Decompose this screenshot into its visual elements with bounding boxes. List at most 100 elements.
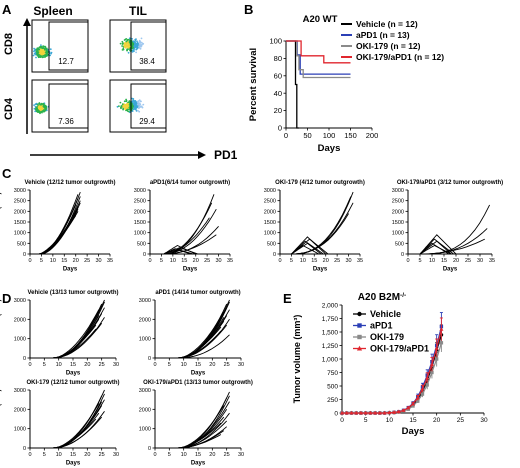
chart-title: A20 WT xyxy=(303,14,338,25)
y-tick-label: 2000 xyxy=(134,209,146,215)
data-point-square xyxy=(416,399,420,403)
flow-event-dot xyxy=(34,105,37,108)
spider-plot-d-vehicle: Vehicle (13/13 tumor outgrowth) 0 5 10 15 20 2… xyxy=(0,290,119,377)
gate-box xyxy=(130,83,167,129)
y-tick-label: 0 xyxy=(401,252,404,258)
y-tick-label: 40 xyxy=(274,89,282,98)
flow-event-dot xyxy=(125,100,128,103)
flow-event-dot xyxy=(116,105,119,108)
x-axis-label: Days xyxy=(191,371,206,377)
survival-line xyxy=(286,40,351,79)
flow-event-dot xyxy=(122,107,125,110)
spider-plot-c-combo: OKI-179/aPD1 (3/12 tumor outgrowth) 0 5 10 1… xyxy=(392,180,503,273)
y-tick-label: 1,500 xyxy=(322,329,339,336)
legend-marker xyxy=(357,334,362,340)
flow-event-dot xyxy=(128,106,131,109)
y-tick-label: 3000 xyxy=(14,298,26,304)
tumor-growth-curve xyxy=(52,403,100,449)
flow-event-dot xyxy=(43,104,46,107)
flow-event-dot xyxy=(126,41,129,44)
y-tick-label: 1500 xyxy=(134,220,146,226)
x-tick-label: 35 xyxy=(489,258,495,264)
tumor-growth-curve xyxy=(163,234,217,255)
y-tick-label: 0 xyxy=(148,446,151,452)
flow-event-dot xyxy=(42,49,44,52)
y-tick-label: 1000 xyxy=(392,231,404,237)
survival-line xyxy=(286,40,351,64)
x-tick-label: 25 xyxy=(465,258,471,264)
tumor-growth-curve xyxy=(177,303,228,359)
flow-event-dot xyxy=(33,104,35,106)
x-tick-label: 10 xyxy=(386,417,394,424)
y-tick-label: 1000 xyxy=(14,337,26,343)
data-point-triangle xyxy=(401,408,406,412)
flow-event-dot xyxy=(41,55,43,57)
flow-event-dot xyxy=(34,110,37,113)
y-axis-label: Tumor volume (mm³) xyxy=(0,192,2,251)
flow-event-dot xyxy=(134,39,137,42)
flow-event-dot xyxy=(133,47,136,50)
flow-event-dot xyxy=(131,43,134,46)
x-tick-label: 35 xyxy=(227,258,233,264)
data-point-square xyxy=(439,341,444,345)
gate-value: 29.4 xyxy=(139,117,155,126)
flow-event-dot xyxy=(136,47,139,49)
tumor-growth-curve xyxy=(177,299,230,359)
x-tick-label: 0 xyxy=(28,362,31,368)
y-tick-label: 2500 xyxy=(264,199,276,205)
flow-event-dot xyxy=(127,102,130,105)
x-tick-label: 0 xyxy=(406,258,409,264)
y-axis-label: Tumor volume (mm³) xyxy=(0,299,2,358)
survival-chart: A20 WT 0 50 100 150 200 0 20 40 60 80 100 Days Percen… xyxy=(248,14,444,154)
y-tick-label: 2500 xyxy=(392,199,404,205)
flow-event-dot xyxy=(135,106,137,108)
flow-event-dot xyxy=(140,105,143,108)
x-tick-label: 15 xyxy=(195,362,201,368)
flow-event-dot xyxy=(138,99,141,101)
y-tick-label: 2000 xyxy=(139,317,151,323)
y-tick-label: 0 xyxy=(143,252,146,258)
data-point-triangle xyxy=(392,410,397,414)
flow-event-dot xyxy=(42,56,45,58)
x-tick-label: 200 xyxy=(366,131,379,140)
gate-box xyxy=(48,21,89,71)
y-tick-label: 3000 xyxy=(264,188,276,194)
data-point-triangle xyxy=(377,410,382,415)
flow-event-dot xyxy=(142,103,145,106)
flow-event-dot xyxy=(33,107,36,110)
flow-event-dot xyxy=(134,41,136,43)
y-axis-label: Tumor volume (mm³) xyxy=(292,315,302,404)
tumor-growth-curve xyxy=(420,204,491,255)
y-axis-label: Percent survival xyxy=(248,48,259,121)
flow-event-dot xyxy=(127,47,130,49)
y-axis-label: Tumor volume (mm³) xyxy=(0,389,2,448)
flow-event-dot xyxy=(37,54,40,57)
data-point-square xyxy=(420,392,425,396)
flow-event-dot xyxy=(136,105,139,107)
tumor-growth-curve xyxy=(291,238,351,255)
y-tick-label: 500 xyxy=(327,383,338,390)
x-tick-label: 10 xyxy=(181,452,187,458)
x-tick-label: 50 xyxy=(303,131,311,140)
flow-event-dot xyxy=(133,45,136,48)
x-tick-label: 25 xyxy=(224,362,230,368)
y-tick-label: 1000 xyxy=(264,231,276,237)
flow-event-dot xyxy=(49,48,52,51)
x-tick-label: 25 xyxy=(334,258,340,264)
gate-value: 38.4 xyxy=(139,57,155,66)
gate-box xyxy=(130,21,167,71)
flow-event-dot xyxy=(39,56,42,58)
y-tick-label: 2000 xyxy=(14,407,26,413)
flow-event-dot xyxy=(140,43,143,46)
legend-marker xyxy=(356,345,363,351)
flow-event-dot xyxy=(46,53,49,56)
y-tick-label: 1,000 xyxy=(322,356,339,363)
x-tick-label: 20 xyxy=(193,258,199,264)
x-tick-label: 5 xyxy=(43,362,46,368)
chart-title: OKI-179/aPD1 (3/12 tumor outgrowth) xyxy=(397,180,503,186)
x-tick-label: 10 xyxy=(50,258,56,264)
flow-event-dot xyxy=(118,105,120,108)
tumor-growth-curve xyxy=(177,330,222,359)
flow-event-dot xyxy=(133,48,135,51)
data-point-triangle xyxy=(358,410,363,415)
